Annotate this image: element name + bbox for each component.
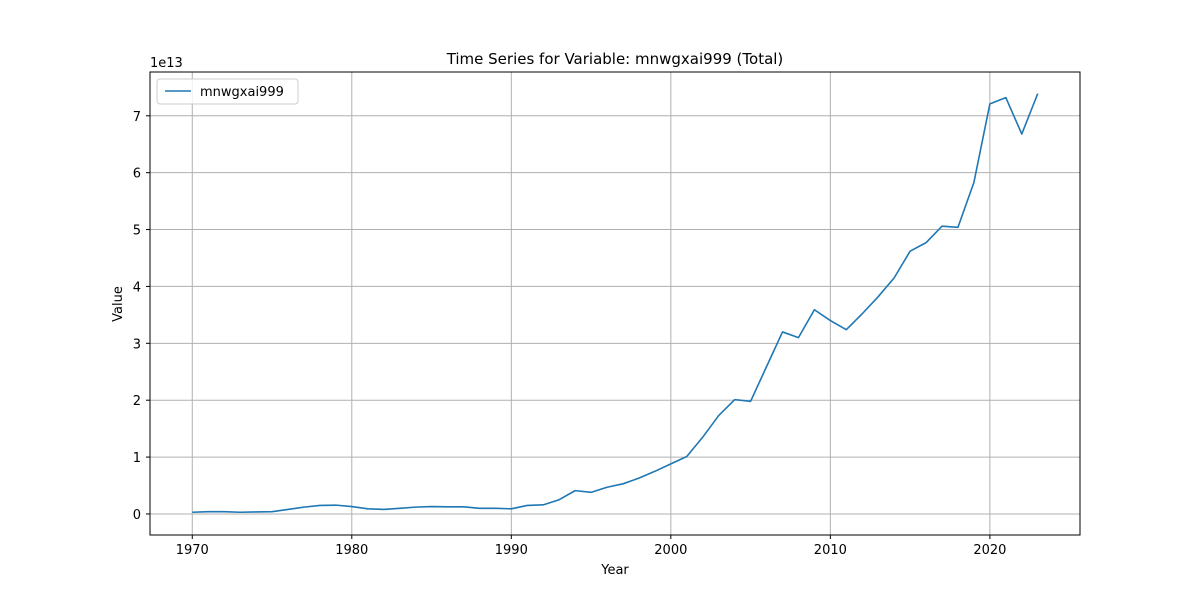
x-axis-label: Year xyxy=(600,563,629,578)
x-tick-label: 2020 xyxy=(973,543,1006,558)
series-layer xyxy=(192,93,1039,514)
grid xyxy=(150,72,1080,535)
y-tick-label: 2 xyxy=(133,394,141,409)
y-tick-label: 1 xyxy=(133,451,141,466)
x-tick-label: 2000 xyxy=(654,543,687,558)
axis-ticks: 1970 1980 1990 2000 2010 2020 0 1 2 3 4 5 6 7 xyxy=(133,110,1007,558)
x-tick-label: 1970 xyxy=(176,543,209,558)
legend-entry-label: mnwgxai999 xyxy=(200,85,284,100)
y-tick-label: 7 xyxy=(133,110,141,125)
y-tick-label: 0 xyxy=(133,508,141,523)
y-axis-label: Value xyxy=(111,286,126,322)
x-tick-label: 2010 xyxy=(814,543,847,558)
legend: mnwgxai999 xyxy=(156,78,299,105)
series-line-mnwgxai999 xyxy=(192,93,1039,514)
legend-box xyxy=(156,78,299,105)
chart-title: Time Series for Variable: mnwgxai999 (To… xyxy=(446,50,784,68)
y-tick-label: 6 xyxy=(133,167,141,182)
y-tick-label: 4 xyxy=(133,280,141,295)
x-tick-label: 1980 xyxy=(335,543,368,558)
y-axis-offset-label: 1e13 xyxy=(150,56,183,71)
y-tick-label: 3 xyxy=(133,337,141,352)
y-tick-label: 5 xyxy=(133,224,141,239)
x-tick-label: 1990 xyxy=(495,543,528,558)
plot-frame xyxy=(149,71,1081,536)
